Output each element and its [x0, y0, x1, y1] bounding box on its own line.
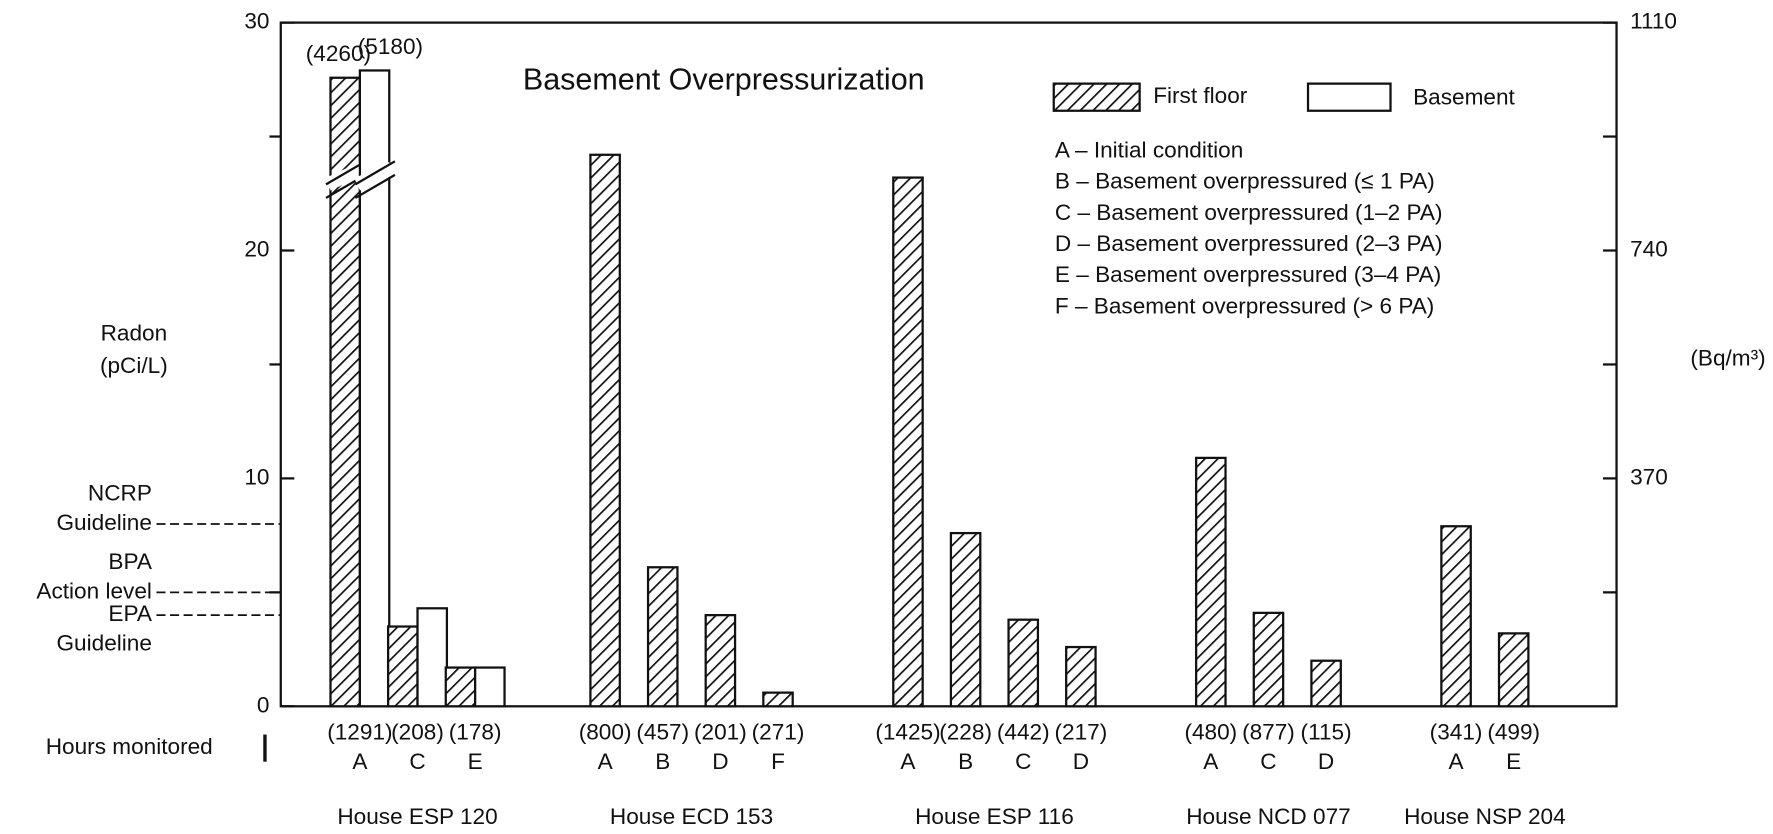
bar [762, 691, 794, 708]
y-tick-label: 0 [257, 692, 270, 717]
y-tick-label: 20 [244, 236, 269, 261]
bar [1007, 618, 1040, 708]
group-label: House NSP 204 [1404, 804, 1566, 829]
condition-note: A – Initial condition [1055, 137, 1243, 162]
x-tick-label: A [1203, 749, 1219, 774]
x-axis-label: Hours monitored [46, 734, 213, 759]
x-tick-label: C [1260, 749, 1276, 774]
reference-label: NCRP [88, 481, 152, 506]
bar [1497, 632, 1530, 708]
reference-label: EPA [108, 601, 152, 626]
reference-label: Guideline [56, 510, 151, 535]
value-label: (5180) [358, 34, 423, 59]
bar [949, 531, 982, 708]
bar [589, 153, 621, 708]
value-label: (4260) [306, 41, 371, 66]
chart-title: Basement Overpressurization [523, 62, 925, 96]
hours-label: (208) [391, 719, 444, 744]
hours-label: (178) [449, 719, 502, 744]
x-tick-label: D [1073, 749, 1089, 774]
reference-label: Action level [36, 578, 152, 603]
bar [704, 614, 737, 708]
hours-label: (457) [636, 719, 689, 744]
condition-note: C – Basement overpressured (1–2 PA) [1055, 200, 1443, 225]
bar [1252, 611, 1285, 708]
group-label: House ESP 120 [337, 804, 497, 829]
x-tick-label: B [958, 749, 973, 774]
hours-label: (1425) [875, 719, 940, 744]
hours-label: (480) [1184, 719, 1237, 744]
y-tick-label: 10 [244, 464, 269, 489]
x-tick-label: C [1015, 749, 1031, 774]
legend-swatch [1306, 82, 1392, 112]
plot-frame [279, 21, 1618, 708]
x-tick-label: A [900, 749, 916, 774]
bar [1440, 525, 1472, 708]
bar [387, 625, 419, 708]
condition-note: E – Basement overpressured (3–4 PA) [1055, 262, 1441, 287]
axis-break [354, 162, 395, 191]
group-label: House ESP 116 [915, 804, 1074, 829]
hours-label: (201) [694, 719, 747, 744]
reference-label: Guideline [56, 630, 151, 655]
y2-tick-label: 370 [1630, 464, 1668, 489]
hours-label: (877) [1242, 719, 1295, 744]
y2-tick-label: 740 [1630, 236, 1668, 261]
hours-label: (115) [1301, 719, 1352, 744]
hours-label: (442) [997, 719, 1050, 744]
bar [892, 176, 924, 708]
axis-break-line [354, 173, 396, 199]
legend-label: First floor [1153, 83, 1248, 108]
bar [1310, 659, 1342, 708]
x-tick-label: C [409, 749, 425, 774]
x-tick-label: D [712, 749, 728, 774]
bar [1195, 456, 1227, 708]
y2-tick-label: 1110 [1630, 9, 1677, 34]
y-tick-label: 30 [244, 9, 269, 34]
legend-label: Basement [1413, 84, 1515, 109]
bar [646, 566, 679, 708]
bar [444, 666, 477, 708]
x-tick-label: E [468, 749, 483, 774]
bar [416, 607, 449, 708]
hours-label: (341) [1430, 719, 1483, 744]
condition-note: F – Basement overpressured (> 6 PA) [1055, 293, 1434, 318]
y-axis-label: (pCi/L) [100, 353, 168, 378]
hours-label: (228) [939, 719, 992, 744]
hours-label: (1291) [327, 719, 392, 744]
x-tick-label: D [1318, 749, 1334, 774]
x-tick-label: B [655, 749, 670, 774]
hours-label: (271) [752, 719, 805, 744]
x-tick-label: A [1449, 749, 1465, 774]
axis-break-line [354, 160, 396, 186]
reference-label: BPA [108, 549, 152, 574]
hours-label: (800) [579, 719, 632, 744]
condition-note: B – Basement overpressured (≤ 1 PA) [1055, 169, 1435, 194]
group-label: House ECD 153 [610, 804, 773, 829]
x-tick-label: A [598, 749, 614, 774]
bar [474, 666, 506, 708]
hours-label: (217) [1054, 719, 1107, 744]
bar [1065, 645, 1097, 708]
axis-break [324, 162, 366, 191]
x-tick-label: A [352, 749, 368, 774]
x-tick-label: E [1506, 749, 1521, 774]
y-axis-label: Radon [101, 320, 168, 345]
hours-label: (499) [1487, 719, 1540, 744]
legend-swatch [1052, 82, 1141, 112]
x-tick-label: F [771, 749, 785, 774]
group-label: House NCD 077 [1186, 804, 1351, 829]
y2-axis-label: (Bq/m³) [1690, 345, 1765, 370]
condition-note: D – Basement overpressured (2–3 PA) [1055, 231, 1443, 256]
